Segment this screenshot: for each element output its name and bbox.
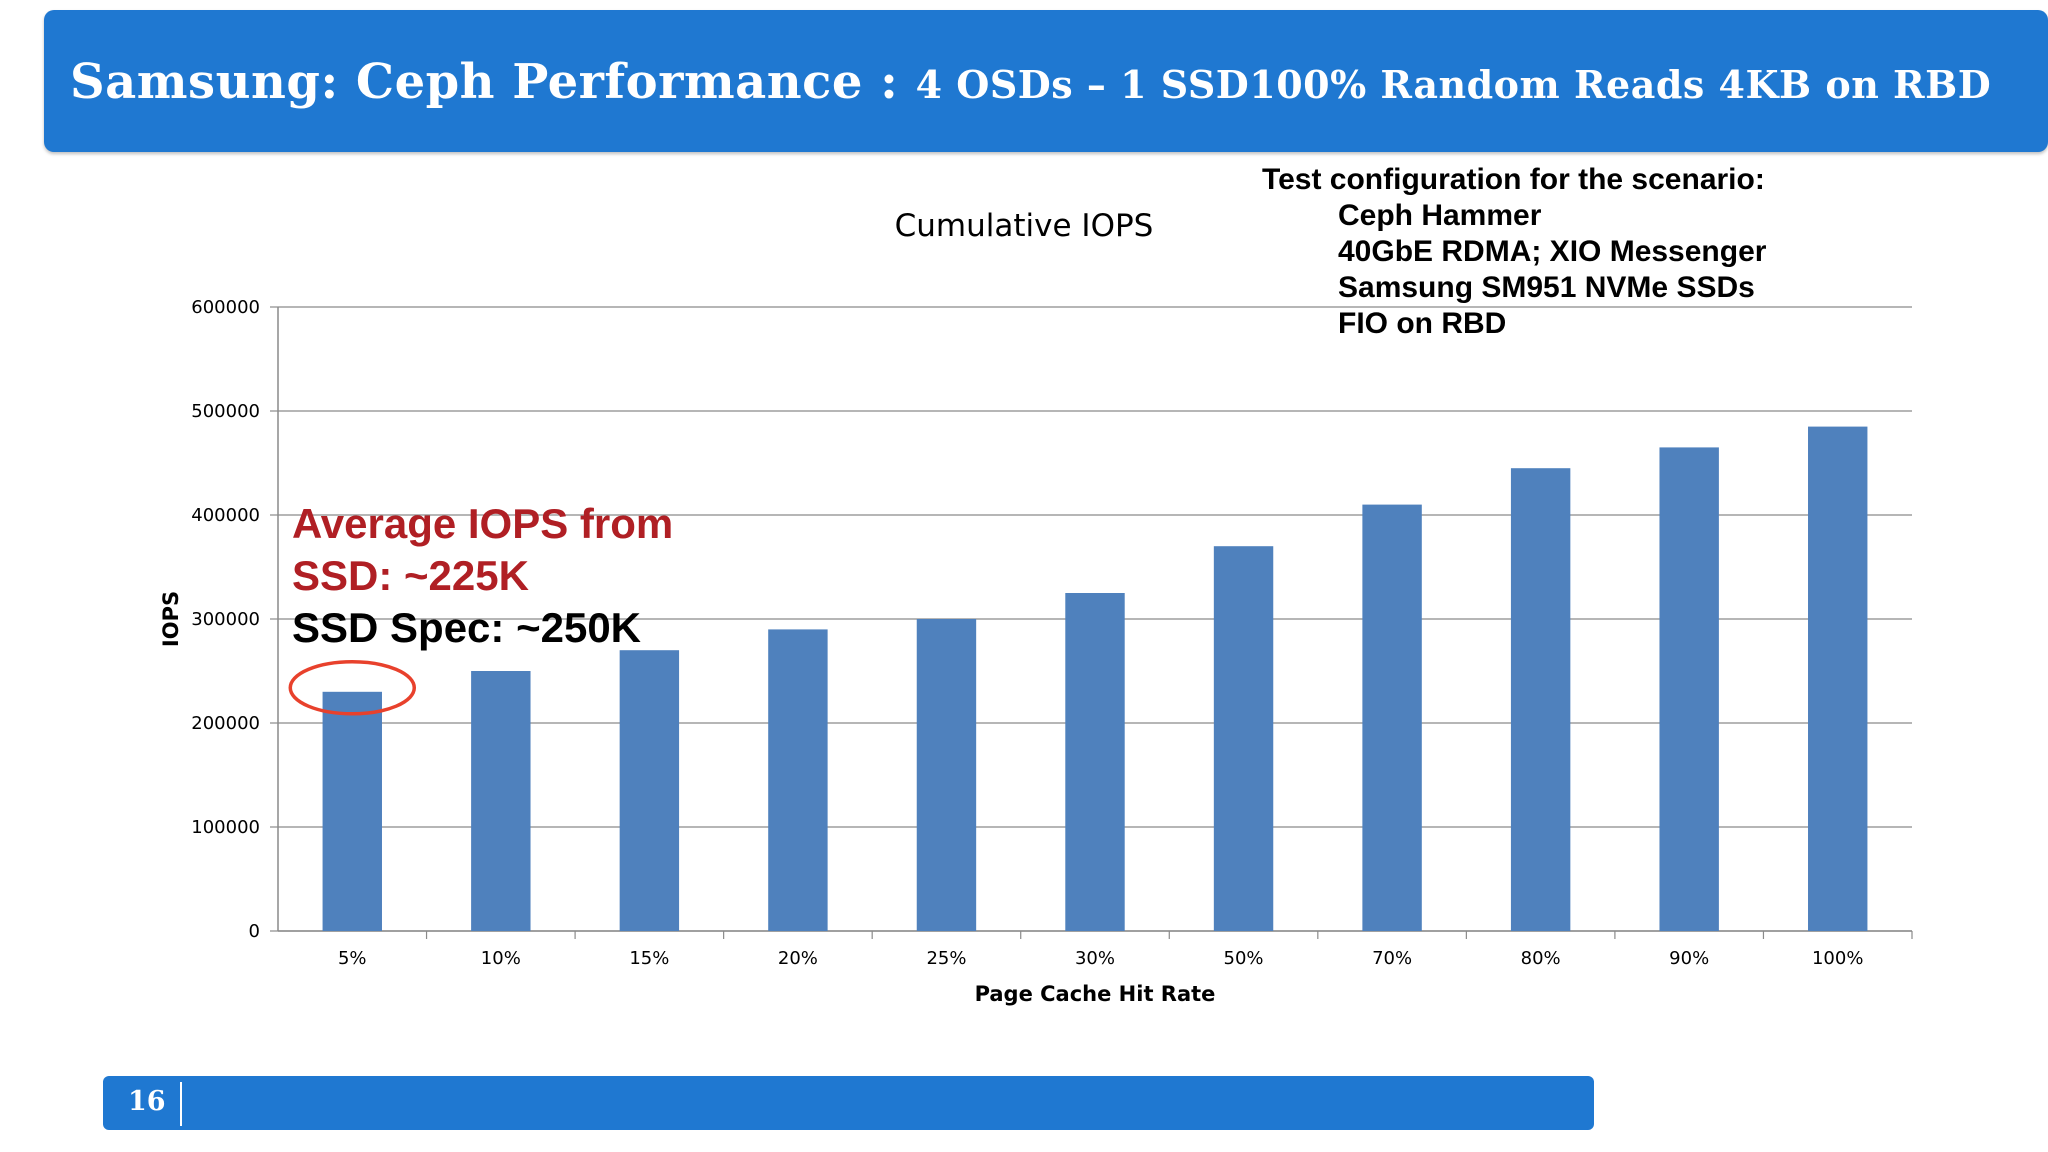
x-tick-label: 20%	[778, 948, 818, 969]
y-tick-label: 0	[249, 921, 260, 942]
title-bar	[44, 10, 2048, 152]
slide-title: Samsung: Ceph Performance : 4 OSDs – 1 S…	[70, 54, 1991, 110]
x-tick-label: 25%	[926, 948, 966, 969]
y-tick-label: 400000	[191, 505, 260, 526]
x-tick-label: 5%	[338, 948, 367, 969]
bar	[619, 650, 680, 931]
y-tick-label: 300000	[191, 609, 260, 630]
bar	[1659, 447, 1719, 931]
bar	[1362, 504, 1422, 931]
x-tick-label: 90%	[1669, 948, 1709, 969]
config-line: Samsung SM951 NVMe SSDs	[1338, 271, 1755, 304]
annotation-average: Average IOPS from	[292, 500, 674, 547]
bar	[1065, 593, 1125, 931]
bar	[1213, 546, 1274, 931]
highlight-ellipse	[288, 660, 417, 716]
bar	[471, 671, 531, 931]
y-tick-label: 200000	[191, 713, 260, 734]
slide-title-main: Samsung: Ceph Performance :	[70, 54, 916, 110]
footer-bar	[103, 1076, 1594, 1130]
bar	[1808, 426, 1868, 931]
x-tick-label: 80%	[1521, 948, 1561, 969]
x-tick-label: 15%	[629, 948, 669, 969]
annotation-spec: SSD Spec: ~250K	[292, 604, 642, 651]
x-tick-label: 70%	[1372, 948, 1412, 969]
x-tick-label: 30%	[1075, 948, 1115, 969]
x-tick-label: 10%	[481, 948, 521, 969]
config-line: FIO on RBD	[1338, 307, 1507, 340]
y-tick-label: 500000	[191, 401, 260, 422]
x-tick-label: 50%	[1224, 948, 1264, 969]
page-number: 16	[128, 1086, 166, 1117]
annotation-average-value: SSD: ~225K	[292, 552, 529, 599]
bar	[322, 691, 382, 931]
bar	[916, 619, 977, 931]
page-divider	[180, 1082, 182, 1126]
x-axis-title: Page Cache Hit Rate	[975, 982, 1216, 1006]
config-heading: Test configuration for the scenario:	[1262, 163, 1765, 196]
config-line: Ceph Hammer	[1338, 199, 1542, 232]
x-tick-label: 100%	[1812, 948, 1863, 969]
bar	[768, 629, 828, 931]
y-tick-label: 100000	[191, 817, 260, 838]
y-tick-label: 600000	[191, 297, 260, 318]
y-axis-title: IOPS	[159, 591, 183, 647]
iops-annotation: Average IOPS from SSD: ~225K SSD Spec: ~…	[292, 498, 673, 654]
chart-title: Cumulative IOPS	[895, 208, 1154, 244]
slide-title-sub: 4 OSDs – 1 SSD100% Random Reads 4KB on R…	[915, 62, 1992, 107]
test-configuration: Test configuration for the scenario: Cep…	[1262, 162, 1766, 342]
config-line: 40GbE RDMA; XIO Messenger	[1338, 235, 1767, 268]
bar	[1510, 468, 1571, 931]
